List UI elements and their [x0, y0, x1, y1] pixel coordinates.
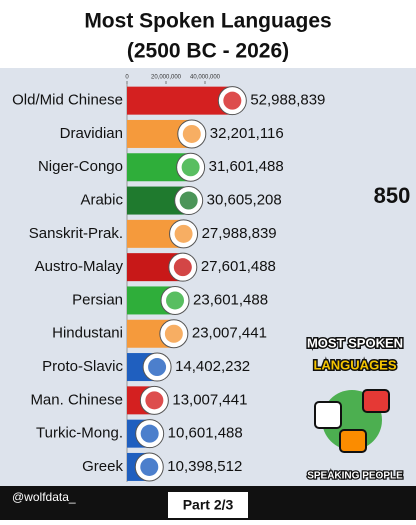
- x-tick-label: 20,000,000: [151, 75, 182, 81]
- flag-icon: [223, 91, 242, 110]
- y-tick-label: Greek: [82, 458, 123, 475]
- value-label: 10,398,512: [167, 458, 242, 475]
- bar: [127, 86, 231, 115]
- flag-icon: [140, 457, 159, 476]
- y-tick-label: Dravidian: [60, 125, 123, 142]
- y-tick-label: Niger-Congo: [38, 158, 123, 175]
- y-tick-label: Proto-Slavic: [42, 358, 123, 375]
- logo-text: LANGUAGES: [313, 357, 396, 372]
- part-box: [168, 492, 248, 518]
- logo-caption: SPEAKING PEOPLE: [307, 471, 403, 482]
- flag-icon: [181, 158, 200, 177]
- value-label: 23,601,488: [193, 291, 268, 308]
- y-tick-label: Man. Chinese: [30, 391, 123, 408]
- x-tick-label: 0: [125, 75, 129, 81]
- flag-icon: [179, 191, 198, 210]
- value-label: 30,605,208: [207, 192, 282, 209]
- flag-icon: [148, 358, 167, 377]
- y-tick-label: Austro-Malay: [35, 258, 124, 275]
- flag-icon: [145, 391, 164, 410]
- part-label: Part 2/3: [183, 497, 234, 513]
- logo-icon: [314, 389, 390, 453]
- flag-icon: [166, 291, 185, 310]
- value-label: 27,601,488: [201, 258, 276, 275]
- value-label: 13,007,441: [172, 391, 247, 408]
- value-label: 31,601,488: [209, 158, 284, 175]
- y-tick-label: Persian: [72, 291, 123, 308]
- y-tick-label: Hindustani: [52, 325, 123, 342]
- flag-icon: [173, 258, 192, 277]
- value-label: 32,201,116: [210, 125, 284, 142]
- x-tick-label: 40,000,000: [190, 75, 221, 81]
- y-tick-label: Arabic: [80, 192, 123, 209]
- handle: @wolfdata_: [12, 490, 76, 504]
- value-label: 10,601,488: [168, 425, 243, 442]
- value-label: 14,402,232: [175, 358, 250, 375]
- flag-icon: [140, 424, 159, 443]
- y-tick-label: Old/Mid Chinese: [12, 92, 123, 109]
- y-tick-label: Turkic-Mong.: [36, 425, 123, 442]
- flag-icon: [174, 224, 193, 243]
- year-counter: 850: [374, 183, 411, 208]
- chart-title: Most Spoken Languages: [84, 10, 331, 33]
- value-label: 23,007,441: [192, 325, 267, 342]
- flag-icon: [182, 124, 201, 143]
- y-tick-label: Sanskrit-Prak.: [29, 225, 123, 242]
- logo-text: MOST SPOKEN: [307, 335, 403, 350]
- flag-icon: [164, 324, 183, 343]
- value-label: 52,988,839: [250, 92, 325, 109]
- value-label: 27,988,839: [202, 225, 277, 242]
- chart-subtitle: (2500 BC - 2026): [127, 40, 289, 63]
